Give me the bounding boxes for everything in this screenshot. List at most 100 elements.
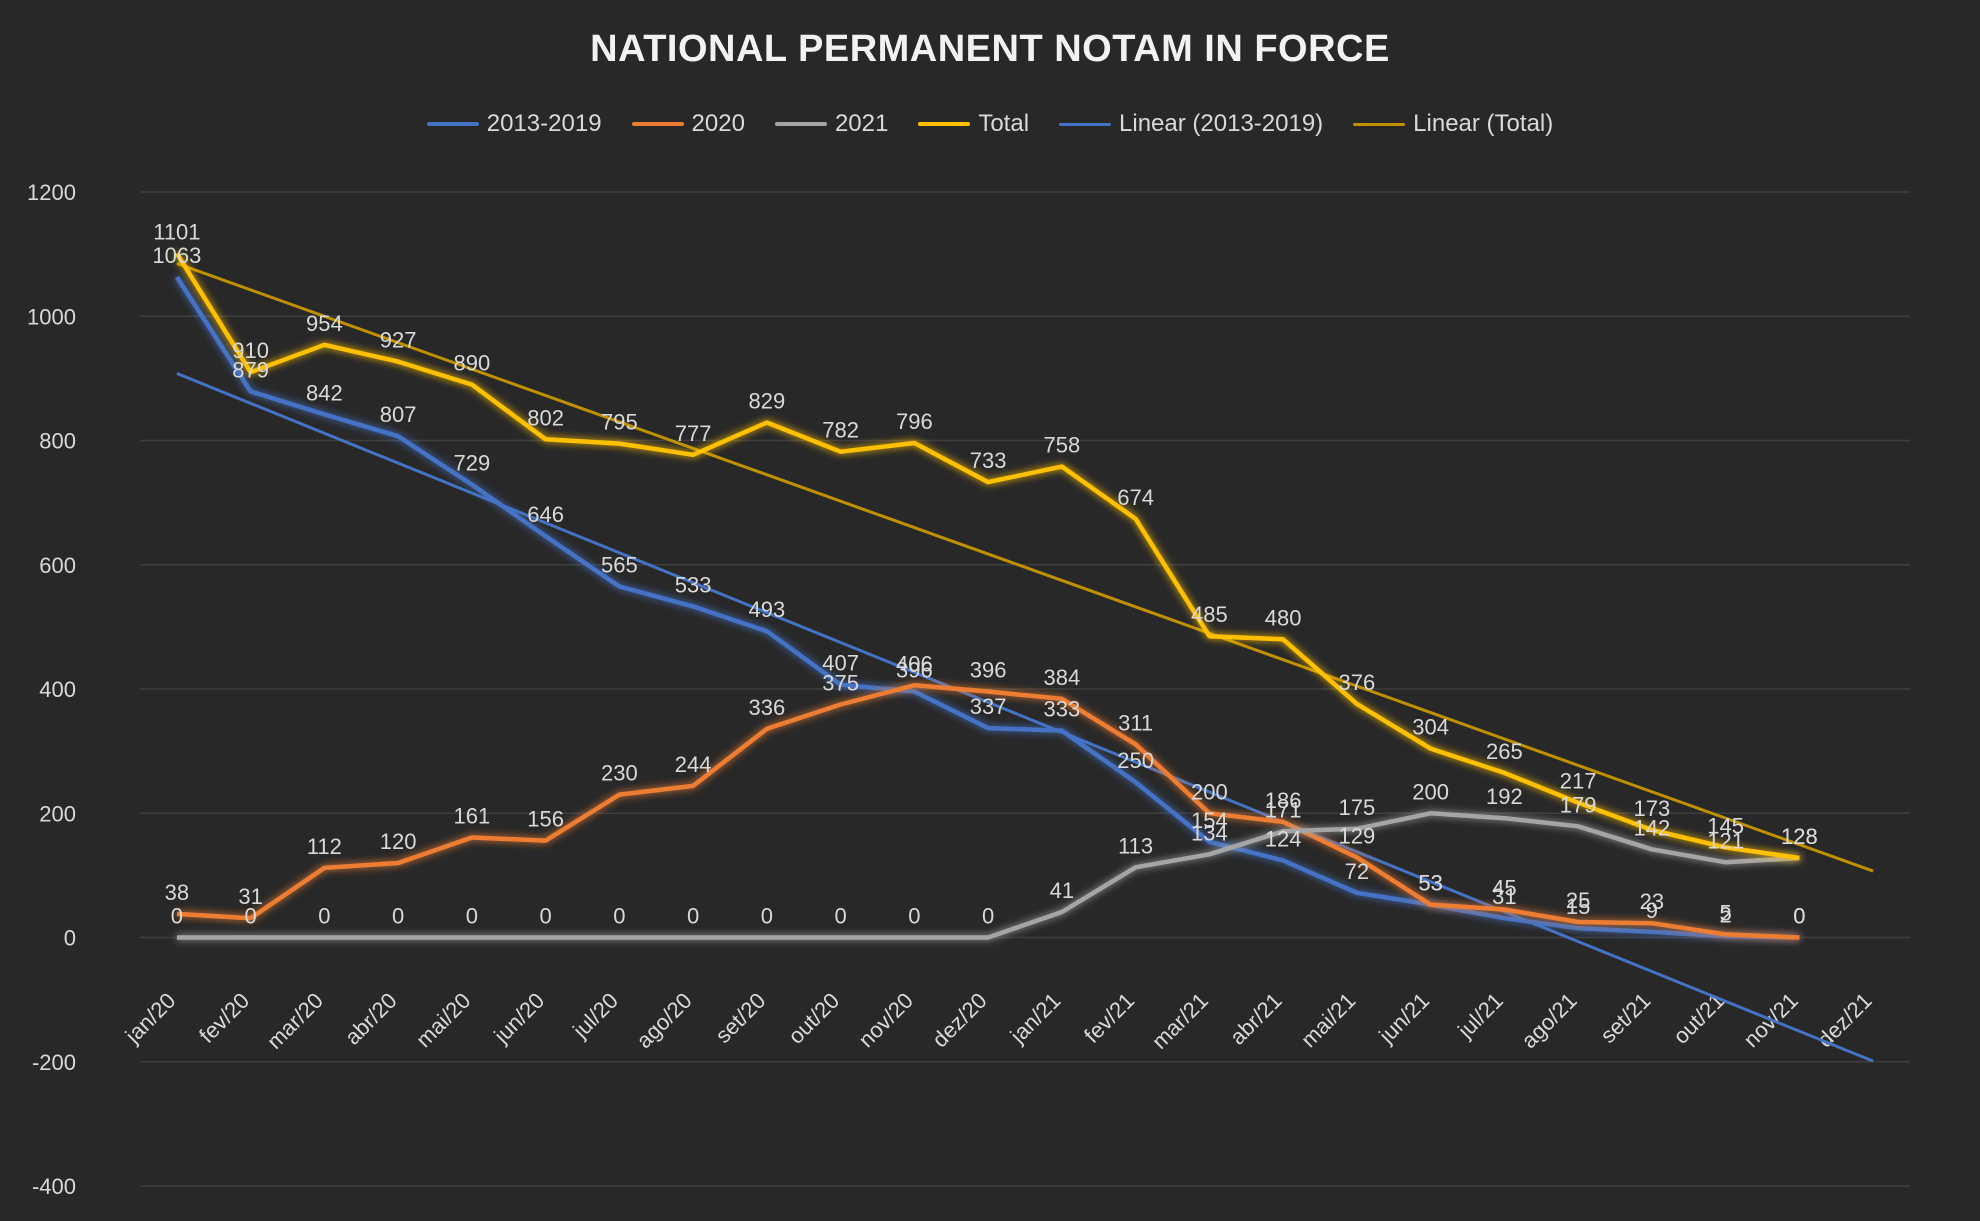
data-label: 129 xyxy=(1339,823,1376,848)
data-label: 0 xyxy=(613,904,625,929)
data-label: 0 xyxy=(908,904,920,929)
data-label: 0 xyxy=(982,904,994,929)
data-label: 879 xyxy=(232,357,269,382)
data-label: 31 xyxy=(1492,884,1516,909)
legend-swatch xyxy=(918,122,971,126)
data-label: 396 xyxy=(970,657,1007,682)
x-tick-label: dez/20 xyxy=(927,988,991,1052)
legend-item-linear-total[interactable]: Linear (Total) xyxy=(1353,110,1553,138)
data-label: 154 xyxy=(1191,808,1228,833)
legend-item-linear-2013-2019[interactable]: Linear (2013-2019) xyxy=(1059,110,1323,138)
data-label: 179 xyxy=(1560,792,1597,817)
x-tick-label: nov/20 xyxy=(854,988,918,1052)
data-label: 173 xyxy=(1634,796,1671,821)
data-label: 890 xyxy=(454,351,491,376)
x-tick-label: set/20 xyxy=(710,988,770,1048)
x-tick-label: fev/20 xyxy=(194,988,254,1048)
data-label: 161 xyxy=(454,803,491,828)
data-label: 142 xyxy=(1634,815,1671,840)
y-tick-label: 600 xyxy=(39,553,76,578)
x-tick-label: jul/20 xyxy=(567,988,623,1044)
data-label: 0 xyxy=(835,904,847,929)
data-label: 674 xyxy=(1117,485,1154,510)
data-label: 333 xyxy=(1044,697,1081,722)
legend-label: 2020 xyxy=(691,110,745,137)
y-tick-label: 400 xyxy=(39,677,76,702)
data-label: 217 xyxy=(1560,769,1597,794)
data-label: 0 xyxy=(466,904,478,929)
legend-label: Linear (2013-2019) xyxy=(1119,110,1324,137)
legend-swatch xyxy=(1353,122,1406,126)
y-tick-label: -400 xyxy=(32,1174,76,1199)
data-label: 2 xyxy=(1720,902,1732,927)
data-label: 15 xyxy=(1566,894,1590,919)
data-label: 230 xyxy=(601,761,638,786)
data-label: 796 xyxy=(896,409,933,434)
data-label: 304 xyxy=(1412,715,1449,740)
data-label: 829 xyxy=(749,388,786,413)
series-line xyxy=(175,275,1800,940)
legend: 2013-2019 2020 2021 Total Linear (2013-2… xyxy=(0,110,1980,138)
y-tick-label: 800 xyxy=(39,429,76,454)
data-label: 1063 xyxy=(152,243,201,268)
data-label: 72 xyxy=(1345,859,1369,884)
data-label: 38 xyxy=(165,880,189,905)
data-label: 0 xyxy=(392,904,404,929)
data-label: 171 xyxy=(1265,797,1302,822)
y-tick-label: -200 xyxy=(32,1050,76,1075)
data-label: 200 xyxy=(1412,779,1449,804)
legend-label: Linear (Total) xyxy=(1413,110,1554,137)
data-label: 376 xyxy=(1339,670,1376,695)
data-label: 493 xyxy=(749,597,786,622)
data-label: 396 xyxy=(896,657,933,682)
legend-item-2020[interactable]: 2020 xyxy=(631,110,745,138)
data-label: 565 xyxy=(601,552,638,577)
data-label: 124 xyxy=(1265,826,1302,851)
data-label: 113 xyxy=(1118,833,1153,858)
data-label: 533 xyxy=(675,572,712,597)
data-label: 53 xyxy=(1418,871,1442,896)
x-tick-label: ago/21 xyxy=(1516,988,1581,1053)
data-label: 1101 xyxy=(153,220,200,245)
legend-label: 2013-2019 xyxy=(486,110,602,137)
x-tick-label: jul/21 xyxy=(1452,988,1508,1044)
data-label: 406 xyxy=(896,651,933,676)
data-label: 0 xyxy=(318,904,330,929)
data-label: 954 xyxy=(306,311,343,336)
legend-swatch xyxy=(774,122,827,126)
legend-label: Total xyxy=(978,110,1030,137)
data-label: 265 xyxy=(1486,739,1523,764)
data-label: 927 xyxy=(380,328,417,353)
trendline xyxy=(176,262,1874,873)
x-tick-label: jan/21 xyxy=(1005,988,1066,1049)
data-label: 802 xyxy=(527,405,564,430)
data-label: 729 xyxy=(454,451,491,476)
series-line xyxy=(176,683,1800,940)
legend-item-2021[interactable]: 2021 xyxy=(774,110,889,138)
data-label: 777 xyxy=(675,421,712,446)
data-label: 337 xyxy=(970,694,1007,719)
x-tick-label: abr/21 xyxy=(1225,988,1287,1050)
legend-item-total[interactable]: Total xyxy=(918,110,1029,138)
x-tick-label: jan/20 xyxy=(120,988,181,1049)
x-tick-label: out/20 xyxy=(783,988,844,1049)
x-tick-label: jun/21 xyxy=(1373,988,1434,1049)
x-tick-label: fev/21 xyxy=(1079,988,1139,1048)
data-label: 782 xyxy=(822,418,859,443)
legend-label: 2021 xyxy=(834,110,889,137)
x-tick-label: mai/20 xyxy=(411,988,475,1052)
data-label: 112 xyxy=(307,834,342,859)
x-tick-label: set/21 xyxy=(1595,988,1655,1048)
legend-item-2013-2019[interactable]: 2013-2019 xyxy=(426,110,602,138)
data-label: 0 xyxy=(245,904,257,929)
data-label: 311 xyxy=(1118,710,1153,735)
data-label: 807 xyxy=(380,402,417,427)
data-label: 121 xyxy=(1707,828,1744,853)
series-lines xyxy=(174,252,1800,940)
data-label: 45 xyxy=(1492,876,1516,901)
data-label: 128 xyxy=(1781,824,1818,849)
data-label: 156 xyxy=(527,807,564,832)
data-label: 480 xyxy=(1265,605,1302,630)
data-label: 134 xyxy=(1191,820,1228,845)
